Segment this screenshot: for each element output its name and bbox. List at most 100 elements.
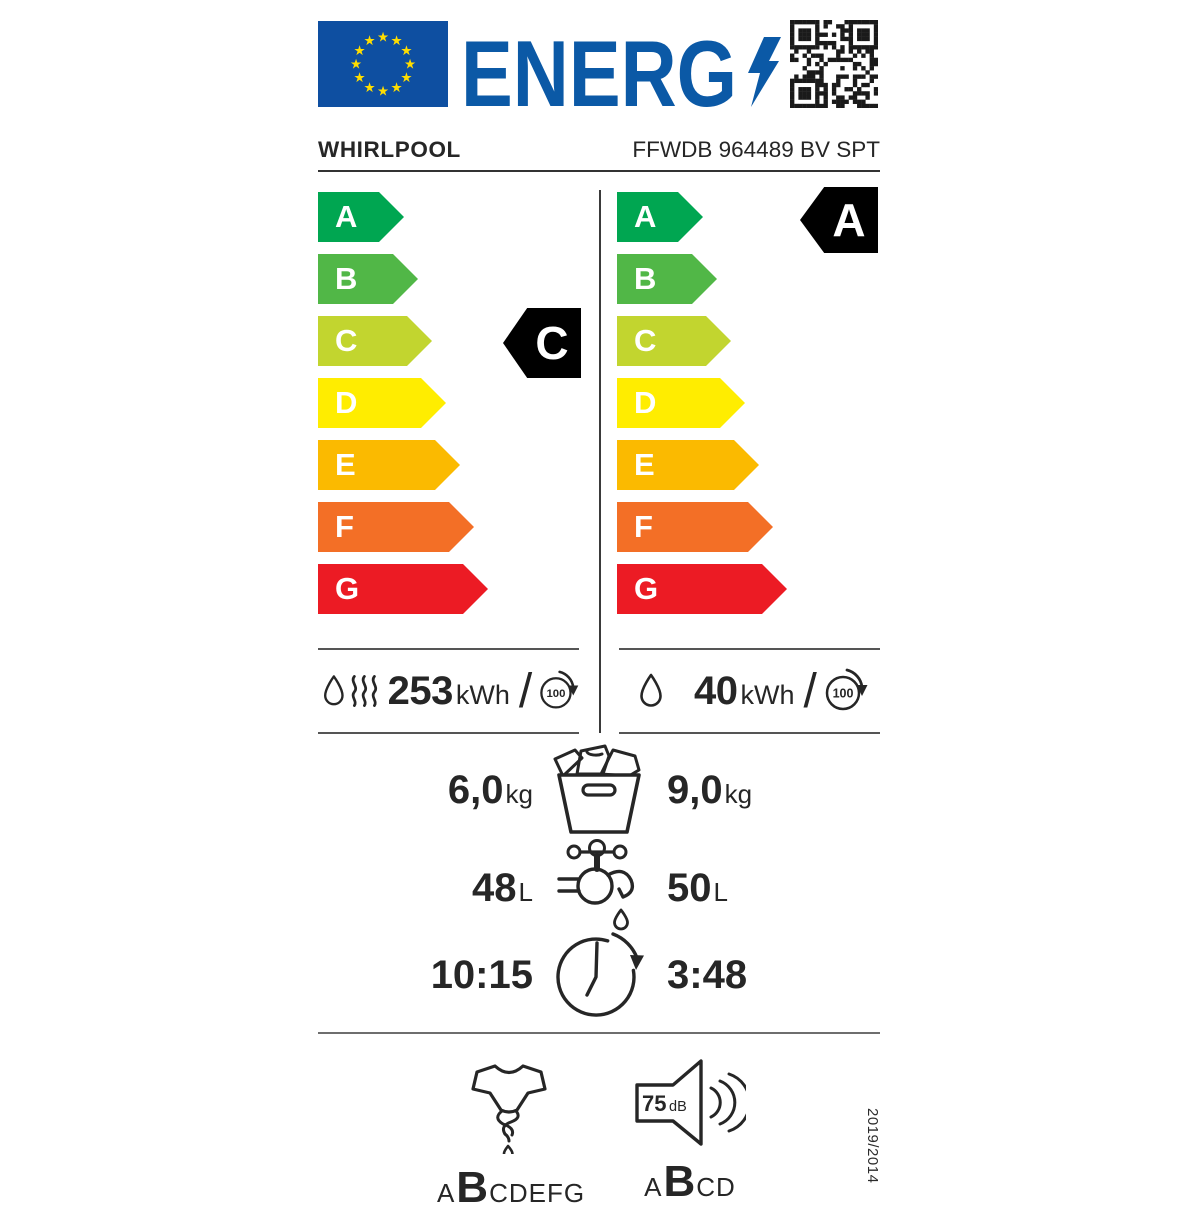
water-wash: 50L — [667, 865, 728, 910]
svg-text:★: ★ — [390, 80, 402, 95]
noise-letters-before: A — [644, 1172, 663, 1202]
energ-logo: ENERG — [461, 34, 781, 116]
capacity-row: 6,0kg 9,0kg — [318, 744, 880, 836]
grade-letter: A — [634, 199, 657, 234]
capacity-unit: kg — [724, 778, 753, 809]
rating-letter: C — [535, 317, 569, 369]
spin-drying-shirt-icon — [471, 1064, 547, 1159]
brand-row: WHIRLPOOL FFWDB 964489 BV SPT — [318, 137, 880, 172]
per-separator: / — [518, 664, 533, 718]
svg-text:★: ★ — [363, 33, 375, 48]
grade-letter: C — [634, 323, 657, 358]
qr-code-icon — [790, 20, 878, 108]
heat-waves-icon — [351, 675, 377, 707]
supplier-name: WHIRLPOOL — [318, 137, 461, 162]
grade-letter: D — [634, 385, 657, 420]
svg-text:★: ★ — [377, 84, 389, 99]
duration-wash-dry: 10:15 — [430, 952, 533, 997]
grade-arrow-g: G — [617, 564, 787, 614]
cycle-duration-clock-icon — [556, 932, 644, 1017]
bottom-section: A B CDEFG 75 dB A B CD — [318, 1032, 880, 1212]
grade-letter: B — [335, 261, 358, 296]
grade-arrow-e: E — [318, 440, 460, 490]
grade-letter: E — [634, 447, 655, 482]
noise-value: 75 — [642, 1091, 666, 1116]
energy-unit: kWh — [740, 679, 795, 710]
noise-letters-after: CD — [696, 1172, 736, 1202]
water-wash-dry: 48L — [472, 865, 533, 910]
cycles-count: 100 — [547, 688, 566, 700]
per-100-cycles-icon: 100 — [540, 670, 579, 709]
svg-text:★: ★ — [363, 80, 375, 95]
grade-arrow-a: A — [318, 192, 404, 242]
scale-wash-only: A B C D E F G — [617, 192, 787, 626]
svg-text:★: ★ — [377, 30, 389, 45]
spin-efficiency-group: A B CDEFG — [411, 1058, 611, 1213]
noise-class: B — [663, 1157, 696, 1206]
noise-unit: dB — [669, 1099, 687, 1115]
svg-text:★: ★ — [404, 57, 416, 72]
per-separator: / — [803, 664, 817, 718]
grade-letter: F — [335, 509, 354, 544]
svg-text:★: ★ — [354, 43, 366, 58]
rating-scale: A B C D E F G A B C D E F G C A — [318, 187, 880, 647]
spin-class-letters: A B CDEFG — [411, 1163, 611, 1213]
grade-letter: F — [634, 509, 653, 544]
noise-group: 75 dB A B CD — [605, 1058, 775, 1207]
rating-indicator-wash: A — [800, 187, 878, 253]
energy-value: 40 — [694, 668, 738, 713]
water-row: 48L 50L — [318, 838, 880, 936]
grade-arrow-c: C — [318, 316, 432, 366]
water-unit: L — [518, 876, 533, 907]
water-drop-icon — [324, 675, 344, 706]
energy-label: ★ ★ ★ ★ ★ ★ ★ ★ ★ ★ ★ ★ ENERG WHIRLPOOL FFWDB 96… — [318, 0, 881, 1212]
grade-arrow-b: B — [318, 254, 418, 304]
water-drop-icon — [640, 673, 662, 707]
eu-flag-icon: ★ ★★ ★★★ ★★★ ★★★ — [318, 21, 448, 107]
grade-arrow-f: F — [617, 502, 773, 552]
grade-arrow-a: A — [617, 192, 703, 242]
scale-wash-dry: A B C D E F G — [318, 192, 488, 626]
energy-value: 253 — [387, 668, 454, 713]
svg-text:★: ★ — [350, 57, 362, 72]
svg-text:★: ★ — [354, 70, 366, 85]
grade-arrow-b: B — [617, 254, 717, 304]
svg-text:★: ★ — [400, 43, 412, 58]
svg-text:★: ★ — [400, 70, 412, 85]
per-100-cycles-icon: 100 — [825, 668, 868, 711]
water-tap-icon — [557, 839, 635, 931]
energy-unit: kWh — [455, 679, 510, 710]
laundry-basket-icon — [553, 744, 641, 834]
model-identifier: FFWDB 964489 BV SPT — [632, 137, 880, 162]
energy-wash-dry: 253 kWh / 100 — [318, 648, 579, 734]
capacity-wash-dry: 6,0kg — [447, 767, 533, 812]
capacity-wash: 9,0kg — [667, 767, 753, 812]
grade-arrow-f: F — [318, 502, 474, 552]
energ-logo-text: ENERG — [461, 34, 737, 116]
grade-letter: E — [335, 447, 356, 482]
energy-consumption-row: 253 kWh / 100 40 kWh / — [318, 648, 880, 734]
water-unit: L — [713, 876, 728, 907]
grade-letter: G — [335, 571, 360, 606]
svg-text:★: ★ — [390, 33, 402, 48]
spin-class: B — [456, 1163, 489, 1212]
grade-arrow-e: E — [617, 440, 759, 490]
grade-arrow-c: C — [617, 316, 731, 366]
duration-wash: 3:48 — [667, 952, 748, 997]
grade-letter: C — [335, 323, 358, 358]
grade-arrow-d: D — [617, 378, 745, 428]
lightning-bolt-icon — [748, 37, 781, 107]
grade-arrow-d: D — [318, 378, 446, 428]
noise-class-letters: A B CD — [605, 1157, 775, 1207]
grade-letter: A — [335, 199, 358, 234]
grade-letter: D — [335, 385, 358, 420]
regulation-reference: 2019/2014 — [864, 1108, 881, 1184]
header: ★ ★ ★ ★ ★ ★ ★ ★ ★ ★ ★ ★ ENERG — [318, 20, 880, 116]
noise-speaker-icon: 75 dB — [635, 1059, 752, 1146]
capacity-unit: kg — [505, 778, 533, 809]
energy-wash: 40 kWh / 100 — [619, 648, 880, 734]
spin-letters-before: A — [436, 1178, 456, 1208]
column-divider — [599, 190, 601, 733]
cycles-count: 100 — [832, 687, 853, 701]
spin-letters-after: CDEFG — [489, 1178, 586, 1208]
